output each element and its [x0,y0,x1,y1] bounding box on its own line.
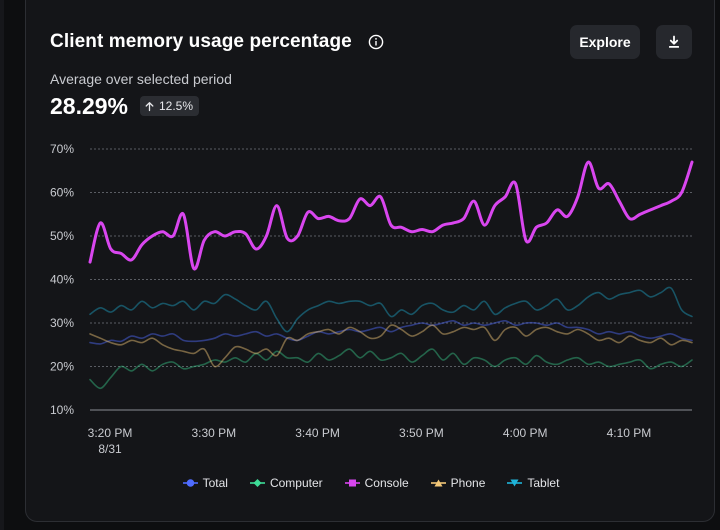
legend-label: Computer [269,476,323,490]
series-line-console [88,160,694,271]
summary-subtitle: Average over selected period [50,71,232,87]
series-line-computer [89,348,693,390]
series-line-tablet [89,286,693,333]
legend-label: Console [364,476,409,490]
x-tick-label: 3:20 PM [88,426,133,440]
legend-swatch-icon [182,479,198,487]
y-tick-label: 10% [50,403,74,417]
x-tick-sublabel: 8/31 [98,442,122,456]
x-tick-label: 3:40 PM [295,426,340,440]
change-badge: 12.5% [140,96,200,116]
y-tick-label: 30% [50,316,74,330]
info-icon[interactable] [368,34,384,50]
y-tick-label: 70% [50,142,74,156]
legend-swatch-icon [344,479,360,487]
legend-item-tablet[interactable]: Tablet [507,476,559,490]
series-line-phone [89,324,693,368]
explore-button[interactable]: Explore [570,25,640,59]
legend-label: Total [202,476,228,490]
legend-item-computer[interactable]: Computer [249,476,323,490]
download-button[interactable] [656,25,692,59]
summary-value: 28.29% [50,93,129,119]
left-panel-edge [0,0,4,530]
y-tick-label: 20% [50,360,74,374]
legend-swatch-icon [430,479,446,487]
legend-label: Phone [450,476,486,490]
legend-swatch-icon [249,479,265,487]
legend-item-total[interactable]: Total [182,476,228,490]
card-title: Client memory usage percentage [50,31,352,52]
legend-swatch-icon [507,479,523,487]
x-tick-label: 3:30 PM [191,426,236,440]
line-chart: 10% 20% 30% 40% 50% 60% 70% 3:20 PM 8/31 3:30 PM 3… [50,142,694,456]
arrow-up-icon [145,101,154,111]
x-tick-label: 4:10 PM [607,426,652,440]
legend-item-phone[interactable]: Phone [430,476,486,490]
y-tick-label: 60% [50,186,74,200]
series-line-total [89,319,693,345]
chart-card: Client memory usage percentage Explore A… [25,0,715,522]
legend-label: Tablet [527,476,560,490]
download-icon [669,35,679,48]
x-tick-label: 3:50 PM [399,426,444,440]
legend-item-console[interactable]: Console [344,476,409,490]
y-tick-label: 40% [50,273,74,287]
chart-legend: Total Computer Console Phone Tablet [26,476,716,490]
x-tick-label: 4:00 PM [503,426,548,440]
y-tick-label: 50% [50,229,74,243]
change-value: 12.5% [159,99,194,113]
